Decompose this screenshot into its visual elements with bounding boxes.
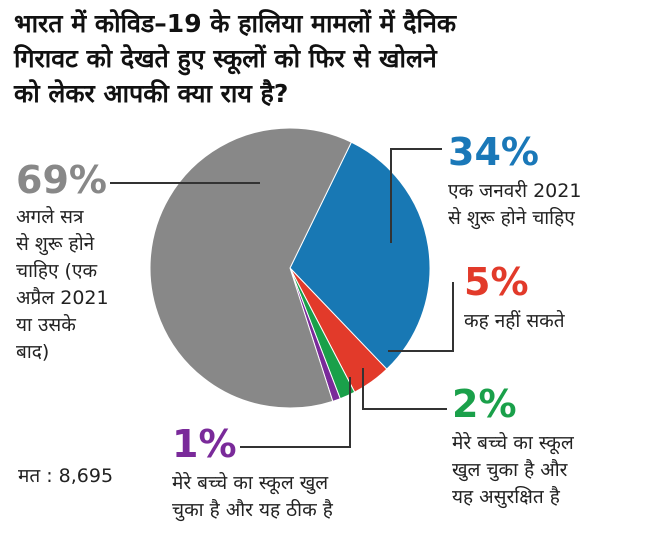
slice-label-1: मेरे बच्चे का स्कूल खुल चुका है और यह ठी…: [172, 470, 333, 524]
label-1-line-1: मेरे बच्चे का स्कूल खुल: [172, 472, 329, 494]
label-69-line-2: से शुरू होने: [16, 233, 95, 255]
pct-label-2: 2%: [452, 382, 517, 426]
leader-line-1-h: [240, 446, 351, 448]
leader-line-34-h: [390, 148, 442, 150]
pct-label-34: 34%: [448, 130, 539, 174]
slice-label-2: मेरे बच्चे का स्कूल खुल चुका है और यह अस…: [452, 430, 574, 511]
leader-line-2-h: [362, 408, 447, 410]
slice-label-69: अगले सत्र से शुरू होने चाहिए (एक अप्रैल …: [16, 204, 109, 366]
pct-label-5: 5%: [464, 260, 529, 304]
leader-line-69: [110, 182, 260, 184]
leader-line-2: [362, 368, 364, 410]
label-69-line-4: अप्रैल 2021: [16, 287, 109, 309]
label-5-line-1: कह नहीं सकते: [464, 310, 565, 332]
label-69-line-6: बाद): [16, 341, 50, 363]
title-line-3: को लेकर आपकी क्या राय है?: [14, 79, 289, 108]
title-line-2: गिरावट को देखते हुए स्कूलों को फिर से खो…: [14, 44, 437, 73]
title-line-1: भारत में कोविड–19 के हालिया मामलों में द…: [14, 9, 457, 38]
label-2-line-2: खुल चुका है और: [452, 459, 568, 481]
label-2-line-3: यह असुरक्षित है: [452, 486, 560, 508]
slice-label-34: एक जनवरी 2021 से शुरू होने चाहिए: [448, 178, 581, 232]
pie-slice-34: [289, 141, 431, 370]
leader-line-34: [390, 148, 392, 243]
label-69-line-5: या उसके: [16, 314, 76, 336]
label-69-line-1: अगले सत्र: [16, 206, 84, 228]
slice-label-5: कह नहीं सकते: [464, 308, 565, 335]
chart-title: भारत में कोविड–19 के हालिया मामलों में द…: [14, 6, 634, 111]
pct-label-1: 1%: [172, 422, 237, 466]
leader-line-5-v: [452, 282, 454, 352]
pie-slice-69: [149, 127, 353, 409]
label-2-line-1: मेरे बच्चे का स्कूल: [452, 432, 574, 454]
leader-line-1: [349, 377, 351, 447]
leader-line-5: [388, 350, 454, 352]
label-34-line-2: से शुरू होने चाहिए: [448, 207, 575, 229]
total-votes: मत : 8,695: [18, 465, 114, 487]
label-1-line-2: चुका है और यह ठीक है: [172, 499, 333, 521]
pct-label-69: 69%: [16, 158, 107, 202]
label-69-line-3: चाहिए (एक: [16, 260, 98, 282]
label-34-line-1: एक जनवरी 2021: [448, 180, 582, 202]
